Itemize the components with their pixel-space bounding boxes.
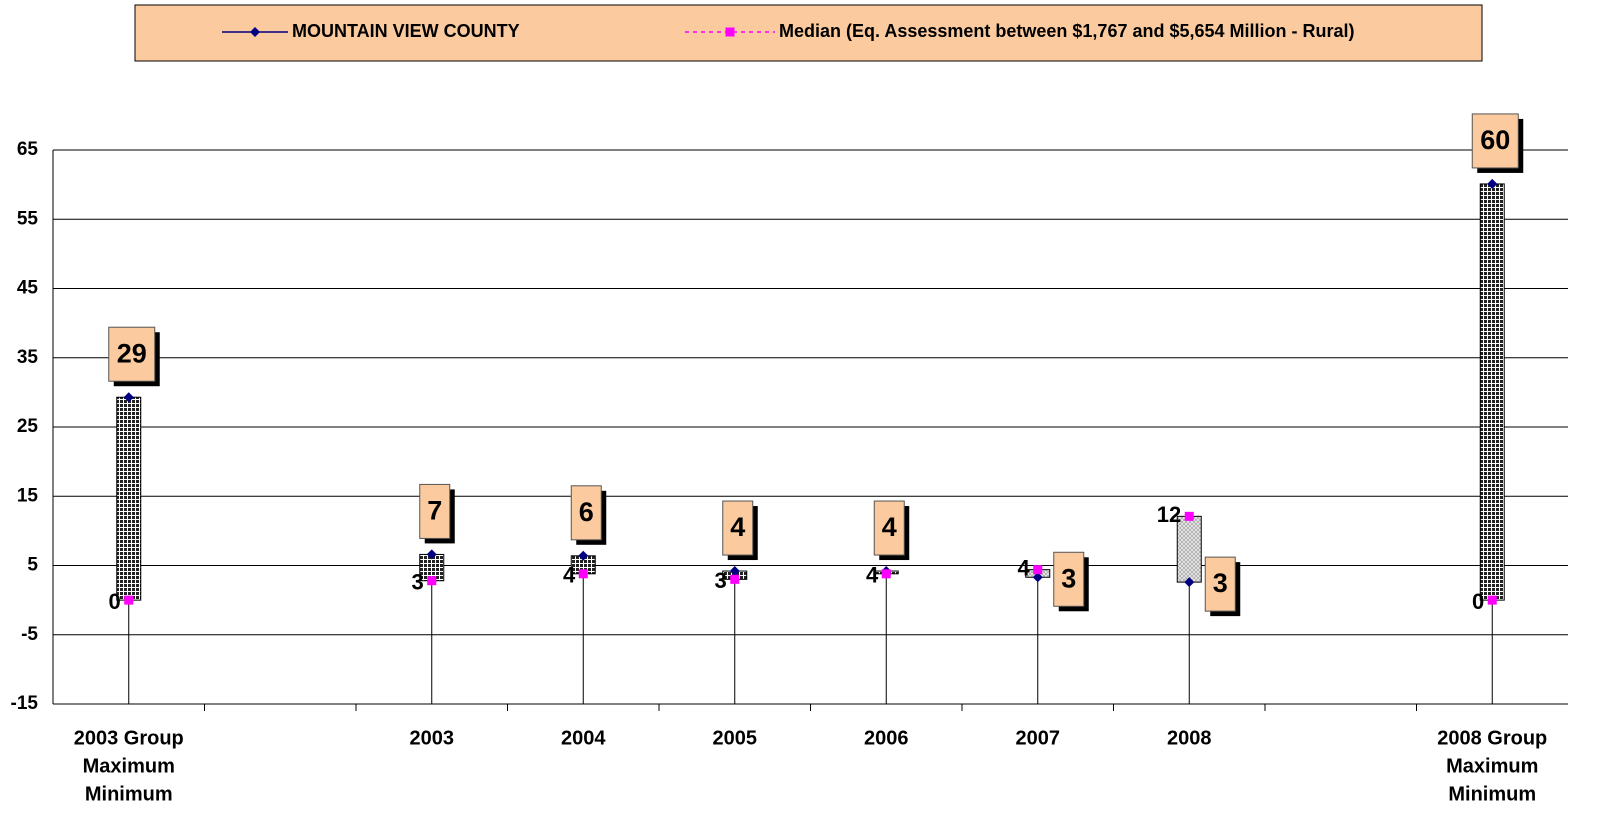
point bbox=[1184, 577, 1195, 588]
x-tick-label: 2003 Group bbox=[74, 727, 184, 749]
data-label: 3 bbox=[715, 568, 727, 593]
data-label: 3 bbox=[1061, 563, 1076, 593]
y-tick-label: 5 bbox=[27, 555, 38, 576]
label-box bbox=[570, 485, 602, 541]
up-bar bbox=[116, 396, 142, 601]
legend-marker bbox=[725, 27, 735, 37]
y-tick-label: 45 bbox=[17, 278, 39, 299]
x-tick-label: 2008 Group bbox=[1437, 727, 1547, 749]
point bbox=[578, 550, 589, 561]
legend-box bbox=[134, 4, 1483, 62]
point bbox=[1033, 565, 1043, 575]
y-tick-label: -5 bbox=[21, 624, 38, 645]
point bbox=[124, 595, 134, 605]
y-tick-label: 35 bbox=[17, 347, 39, 368]
label-box bbox=[1471, 113, 1519, 169]
data-label: 4 bbox=[882, 512, 897, 542]
label-box bbox=[419, 483, 451, 539]
x-tick-label: 2008 bbox=[1167, 727, 1212, 749]
y-tick-label: -15 bbox=[11, 693, 39, 714]
data-label: 0 bbox=[1472, 589, 1484, 614]
point bbox=[1487, 595, 1497, 605]
x-tick-label: Minimum bbox=[1448, 783, 1536, 805]
up-bar bbox=[1479, 183, 1505, 601]
data-label: 29 bbox=[117, 338, 147, 368]
x-tick-label: 2003 bbox=[410, 727, 455, 749]
x-tick-label: Minimum bbox=[85, 783, 173, 805]
label-box bbox=[1053, 551, 1085, 607]
data-label: 60 bbox=[1480, 125, 1510, 155]
x-tick-label: 2006 bbox=[864, 727, 909, 749]
data-label: 4 bbox=[563, 563, 576, 588]
point bbox=[881, 569, 891, 579]
y-tick-label: 25 bbox=[17, 416, 39, 437]
point bbox=[427, 576, 437, 586]
x-tick-label: 2005 bbox=[713, 727, 758, 749]
x-tick-label: 2007 bbox=[1016, 727, 1061, 749]
label-box bbox=[108, 326, 156, 382]
data-label: 4 bbox=[1018, 555, 1031, 580]
data-label: 4 bbox=[866, 563, 879, 588]
label-box bbox=[873, 500, 905, 556]
data-label: 0 bbox=[109, 589, 121, 614]
legend-marker bbox=[250, 27, 260, 37]
data-label: 3 bbox=[1213, 568, 1228, 598]
label-box bbox=[722, 500, 754, 556]
point bbox=[730, 574, 740, 584]
y-tick-label: 65 bbox=[17, 139, 39, 160]
data-label: 7 bbox=[427, 496, 442, 526]
data-label: 3 bbox=[412, 570, 424, 595]
y-tick-label: 15 bbox=[17, 485, 39, 506]
point bbox=[578, 569, 588, 579]
x-tick-label: Maximum bbox=[1446, 755, 1538, 777]
point bbox=[1184, 511, 1194, 521]
label-box bbox=[1204, 556, 1236, 612]
point bbox=[426, 549, 437, 560]
x-tick-label: 2004 bbox=[561, 727, 606, 749]
point bbox=[1487, 178, 1498, 189]
point bbox=[729, 566, 740, 577]
legend-label: MOUNTAIN VIEW COUNTY bbox=[292, 21, 520, 41]
data-label: 4 bbox=[730, 512, 745, 542]
y-tick-label: 55 bbox=[17, 208, 39, 229]
data-label: 12 bbox=[1157, 502, 1181, 527]
point bbox=[1032, 572, 1043, 583]
point bbox=[123, 392, 134, 403]
legend-label: Median (Eq. Assessment between $1,767 an… bbox=[779, 21, 1355, 41]
x-tick-label: Maximum bbox=[83, 755, 175, 777]
data-label: 6 bbox=[579, 497, 594, 527]
